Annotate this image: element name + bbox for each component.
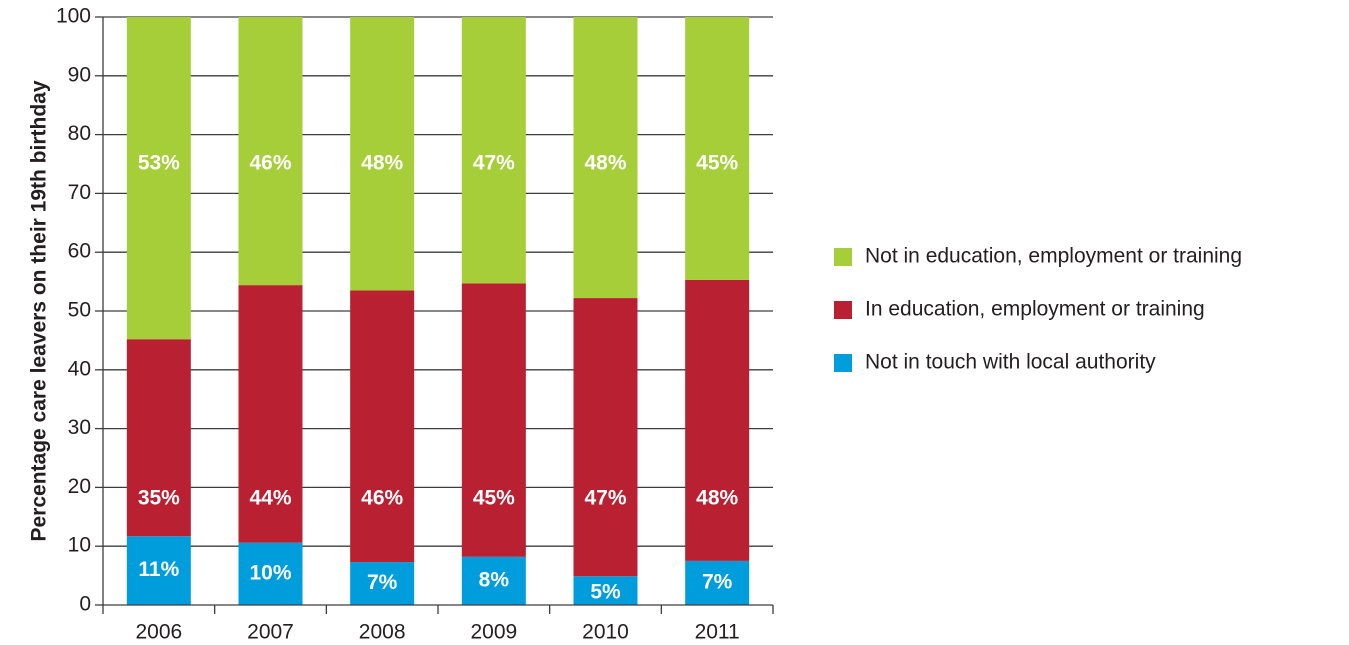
y-tick-label: 80 [68, 122, 91, 145]
data-label: 11% [138, 558, 179, 581]
y-tick-label: 50 [68, 299, 91, 322]
bar-segment [685, 560, 750, 605]
legend-label: Not in education, employment or training [865, 245, 1242, 268]
y-tick-label: 40 [68, 357, 91, 380]
y-tick-label: 100 [56, 5, 91, 28]
y-tick-label: 60 [68, 240, 91, 263]
legend-label: In education, employment or training [865, 298, 1205, 321]
data-label: 8% [479, 568, 510, 591]
bar-segment [461, 17, 526, 284]
bars [126, 17, 750, 605]
data-label: 7% [367, 571, 398, 594]
y-tick-label: 0 [79, 593, 91, 616]
y-tick-label: 10 [68, 534, 91, 557]
data-label: 45% [696, 152, 738, 175]
bar-segment [350, 562, 415, 605]
y-axis-label: Percentage care leavers on their 19th bi… [28, 80, 51, 541]
data-label: 10% [249, 561, 291, 584]
axes [95, 16, 774, 614]
bar-segment [461, 556, 526, 605]
data-label: 5% [590, 581, 621, 604]
legend-label: Not in touch with local authority [865, 351, 1156, 374]
legend-swatch [834, 354, 852, 372]
tick-labels: 0 10 20 30 40 50 60 70 80 90 100 2006 2007 2008 2009 20… [56, 5, 740, 644]
bar-segment [238, 17, 303, 286]
data-label: 46% [361, 487, 403, 510]
legend: Not in education, employment or training… [834, 245, 1242, 374]
bar-segment [126, 536, 191, 605]
data-label: 47% [584, 487, 626, 510]
x-tick-label: 2007 [247, 621, 294, 644]
bar-segment [350, 17, 415, 291]
bar-segment [461, 283, 526, 557]
y-tick-label: 20 [68, 475, 91, 498]
bar-segment [573, 576, 638, 605]
bar-segment [238, 542, 303, 605]
x-tick-label: 2009 [470, 621, 517, 644]
data-label: 35% [138, 487, 180, 510]
bar-segment [685, 279, 750, 561]
data-label: 45% [473, 487, 515, 510]
y-tick-label: 30 [68, 416, 91, 439]
bar-segment [685, 17, 750, 280]
bar-segment [573, 298, 638, 577]
x-tick-label: 2011 [695, 621, 740, 644]
data-label: 48% [361, 152, 403, 175]
data-label: 48% [584, 152, 626, 175]
bar-segment [238, 285, 303, 543]
x-tick-label: 2008 [359, 621, 406, 644]
bar-segment [350, 290, 415, 563]
y-tick-label: 90 [68, 63, 91, 86]
data-label: 7% [702, 570, 733, 593]
legend-swatch [834, 301, 852, 319]
data-label: 47% [473, 152, 515, 175]
bar-segment [573, 17, 638, 299]
grid-lines [103, 16, 773, 547]
legend-swatch [834, 248, 852, 266]
data-label: 46% [249, 152, 291, 175]
data-label: 53% [138, 152, 180, 175]
data-label: 44% [249, 487, 291, 510]
x-tick-label: 2006 [135, 621, 182, 644]
x-tick-label: 2010 [582, 621, 629, 644]
bar-segment [126, 17, 191, 340]
bar-segment [126, 339, 191, 537]
y-tick-label: 70 [68, 181, 91, 204]
data-labels: 11% 35% 53% 10% 44% 46% 7% 46% 48% 8% 45% 47% 5% 47% 4… [138, 152, 739, 604]
data-label: 48% [696, 487, 738, 510]
